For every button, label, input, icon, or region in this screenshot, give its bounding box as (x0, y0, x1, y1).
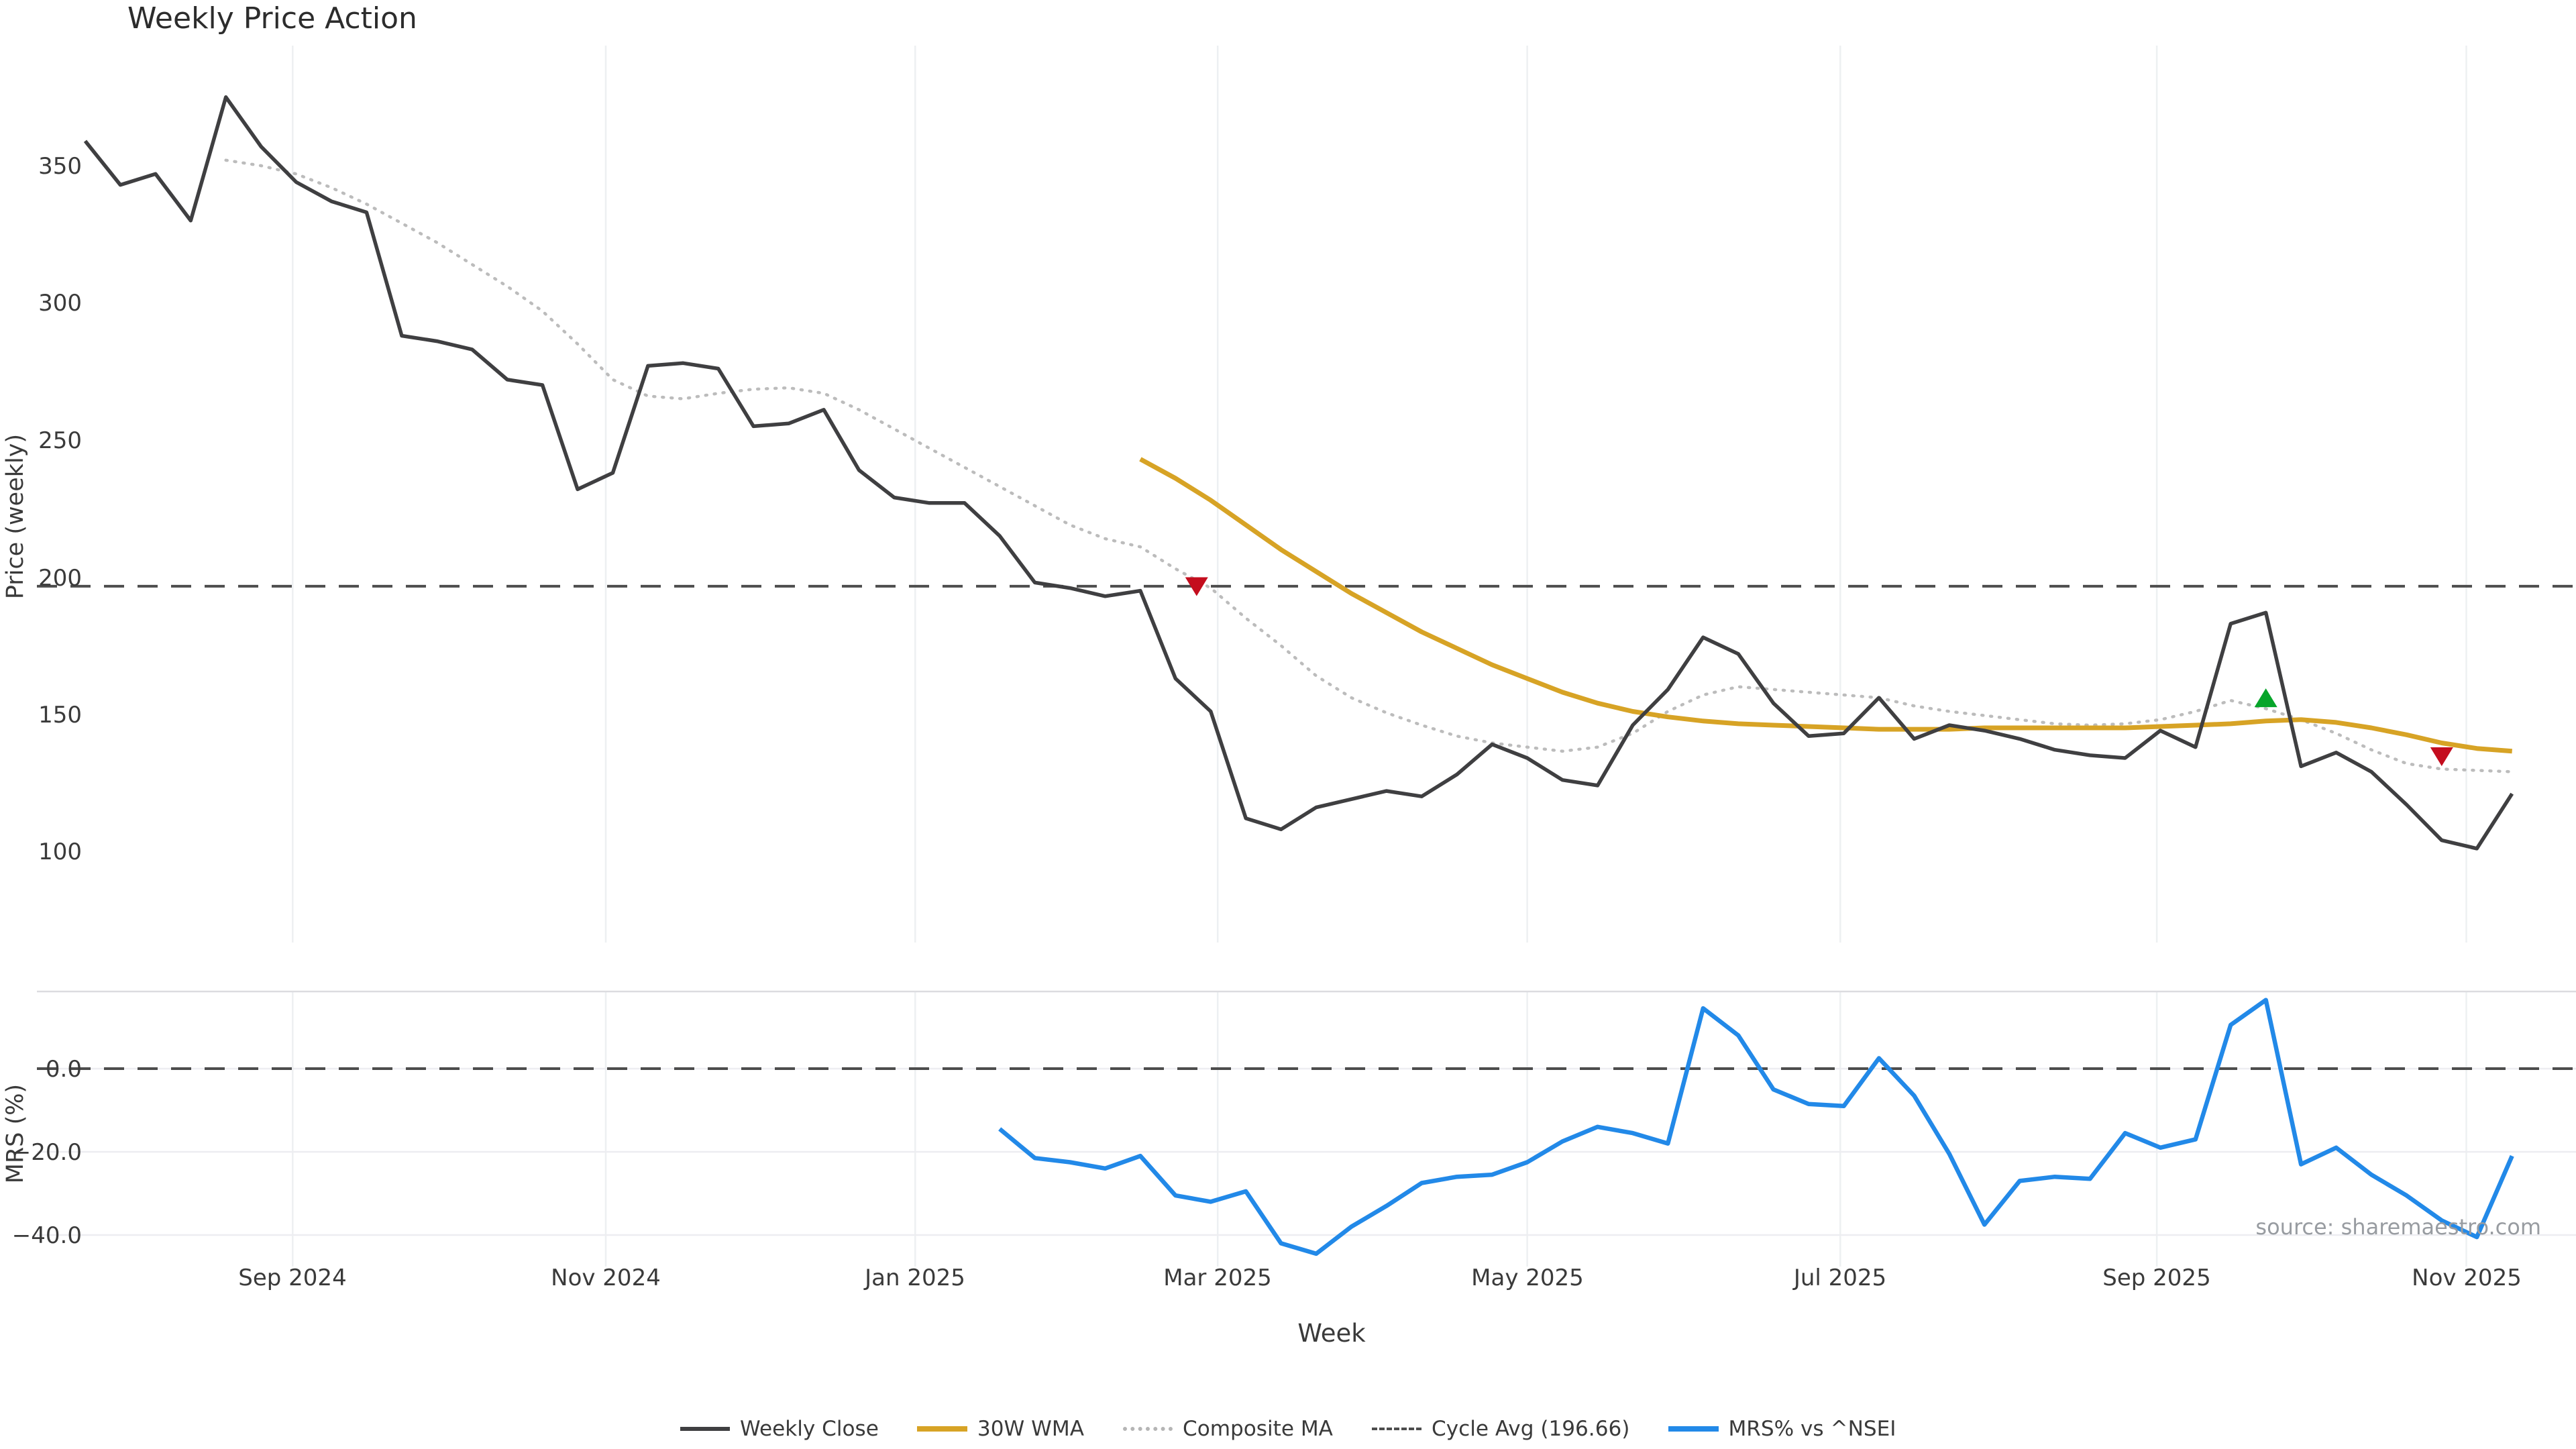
mrs-ytick-neg40: −40.0 (12, 1222, 82, 1249)
source-attribution: source: sharemaestro.com (2255, 1214, 2541, 1240)
price-ytick-350: 350 (38, 153, 82, 180)
price-ytick-250: 250 (38, 427, 82, 454)
series-30w-wma (1139, 457, 2512, 754)
xtick-sep-2024: Sep 2024 (238, 1265, 346, 1291)
xtick-sep-2025: Sep 2025 (2102, 1265, 2210, 1291)
mrs-ytick-0: 0.0 (46, 1056, 82, 1083)
price-panel (37, 95, 2576, 851)
mrs-ytick-neg20: −20.0 (12, 1139, 82, 1166)
price-ytick-300: 300 (38, 290, 82, 317)
price-ytick-150: 150 (38, 702, 82, 729)
series-composite-ma (224, 158, 2514, 773)
xtick-nov-2024: Nov 2024 (551, 1265, 661, 1291)
xtick-jan-2025: Jan 2025 (863, 1265, 965, 1291)
mrs-axis-label: MRS (%) (2, 1084, 29, 1183)
xtick-may-2025: May 2025 (1471, 1265, 1584, 1291)
buy-signal-triangle-icon (2254, 688, 2277, 708)
sell-signal-triangle-icon (1185, 577, 1208, 596)
price-axis-label: Price (weekly) (2, 434, 29, 599)
mrs-panel (37, 998, 2576, 1256)
chart-title: Weekly Price Action (127, 1, 417, 36)
sell-signal-triangle-icon (2430, 747, 2453, 766)
gridlines-layer (37, 46, 2576, 1267)
series-mrs-vs-nsei (998, 998, 2514, 1256)
x-axis-label: Week (1297, 1319, 1366, 1348)
xtick-jul-2025: Jul 2025 (1792, 1265, 1886, 1291)
price-ytick-200: 200 (38, 565, 82, 592)
xtick-nov-2025: Nov 2025 (2412, 1265, 2522, 1291)
price-ytick-100: 100 (38, 839, 82, 865)
xtick-mar-2025: Mar 2025 (1163, 1265, 1271, 1291)
signal-markers-layer (1185, 577, 2453, 766)
series-weekly-close (83, 95, 2514, 851)
